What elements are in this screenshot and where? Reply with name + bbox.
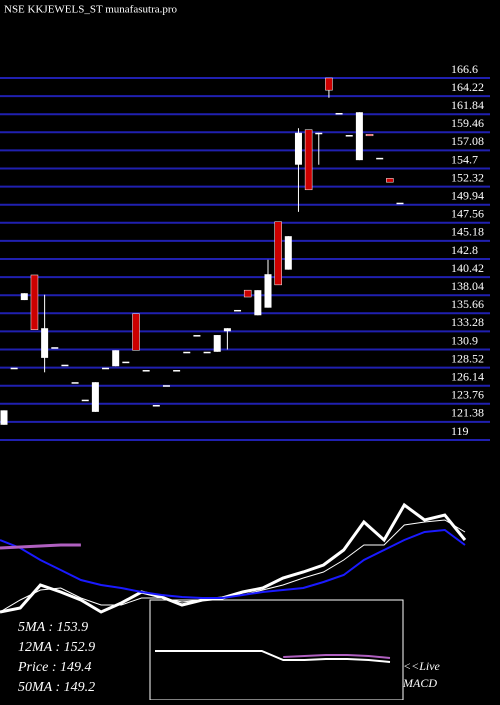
y-tick-label: 152.32 xyxy=(451,170,484,184)
candle-body xyxy=(264,274,272,308)
y-tick-label: 142.8 xyxy=(451,243,478,257)
y-tick-label: 157.08 xyxy=(451,134,484,148)
candle-body xyxy=(183,351,191,354)
candle-body xyxy=(345,135,353,137)
candle-body xyxy=(81,399,89,402)
legend-entry: 50MA : 149.2 xyxy=(18,680,95,695)
candle-body xyxy=(51,347,59,349)
y-tick-label: 149.94 xyxy=(451,188,484,202)
candle-body xyxy=(365,134,374,137)
indicator-line xyxy=(155,650,391,663)
candle-body xyxy=(294,132,302,165)
y-tick-label: 128.52 xyxy=(451,351,484,365)
candle-body xyxy=(243,289,252,298)
candle-body xyxy=(284,236,292,270)
candle-body xyxy=(142,370,150,372)
y-tick-label: 145.18 xyxy=(451,225,484,239)
candle-body xyxy=(355,112,363,161)
candle-body xyxy=(173,370,181,372)
candle-body xyxy=(122,361,130,364)
candle-body xyxy=(102,367,110,370)
candle-body xyxy=(10,367,18,370)
y-tick-label: 140.42 xyxy=(451,261,484,275)
y-tick-label: 166.6 xyxy=(451,62,478,76)
indicator-line xyxy=(0,543,81,550)
y-tick-label: 135.66 xyxy=(451,297,484,311)
legend-entry: Price : 149.4 xyxy=(17,660,91,675)
candle-body xyxy=(0,410,8,425)
y-tick-label: 119 xyxy=(451,424,469,438)
legend-entry: 5MA : 153.9 xyxy=(18,620,88,635)
y-tick-label: 138.04 xyxy=(451,279,484,293)
candle-body xyxy=(304,129,313,191)
indicator-line xyxy=(0,502,467,614)
candle-body xyxy=(234,309,242,312)
candle-body xyxy=(203,351,211,354)
candle-body xyxy=(20,293,28,301)
candle-body xyxy=(213,335,221,352)
chart-title: NSE KKJEWELS_ST munafasutra.pro xyxy=(4,4,178,16)
candle-body xyxy=(396,202,404,205)
candle-body xyxy=(193,335,201,337)
candle-body xyxy=(325,77,333,91)
y-tick-label: 126.14 xyxy=(451,369,484,383)
candle-body xyxy=(71,382,79,384)
candle-body xyxy=(376,157,384,160)
candle-body xyxy=(30,274,39,330)
candle-body xyxy=(335,112,343,115)
y-tick-label: 147.56 xyxy=(451,207,484,221)
candle-body xyxy=(162,385,170,387)
candle-body xyxy=(315,132,323,135)
candle-body xyxy=(152,405,160,407)
candle-body xyxy=(132,313,140,351)
legend-entry: 12MA : 152.9 xyxy=(18,640,95,655)
live-label: <<Live xyxy=(403,659,441,673)
y-tick-label: 123.76 xyxy=(451,388,484,402)
y-tick-label: 133.28 xyxy=(451,315,484,329)
candle-body xyxy=(61,364,69,367)
y-tick-label: 159.46 xyxy=(451,116,484,130)
candle-body xyxy=(386,178,394,183)
indicator-line xyxy=(0,528,466,599)
candle-body xyxy=(223,328,231,332)
candle-body xyxy=(91,382,99,412)
y-tick-label: 164.22 xyxy=(451,80,484,94)
candle-body xyxy=(112,350,120,367)
y-tick-label: 161.84 xyxy=(451,98,484,112)
macd-label: MACD xyxy=(402,676,437,690)
indicator-line xyxy=(283,654,391,659)
y-tick-label: 121.38 xyxy=(451,406,484,420)
candle-body xyxy=(254,290,262,316)
y-tick-label: 130.9 xyxy=(451,333,478,347)
candle-body xyxy=(41,328,49,358)
y-tick-label: 154.7 xyxy=(451,152,478,166)
candle-body xyxy=(274,221,282,286)
